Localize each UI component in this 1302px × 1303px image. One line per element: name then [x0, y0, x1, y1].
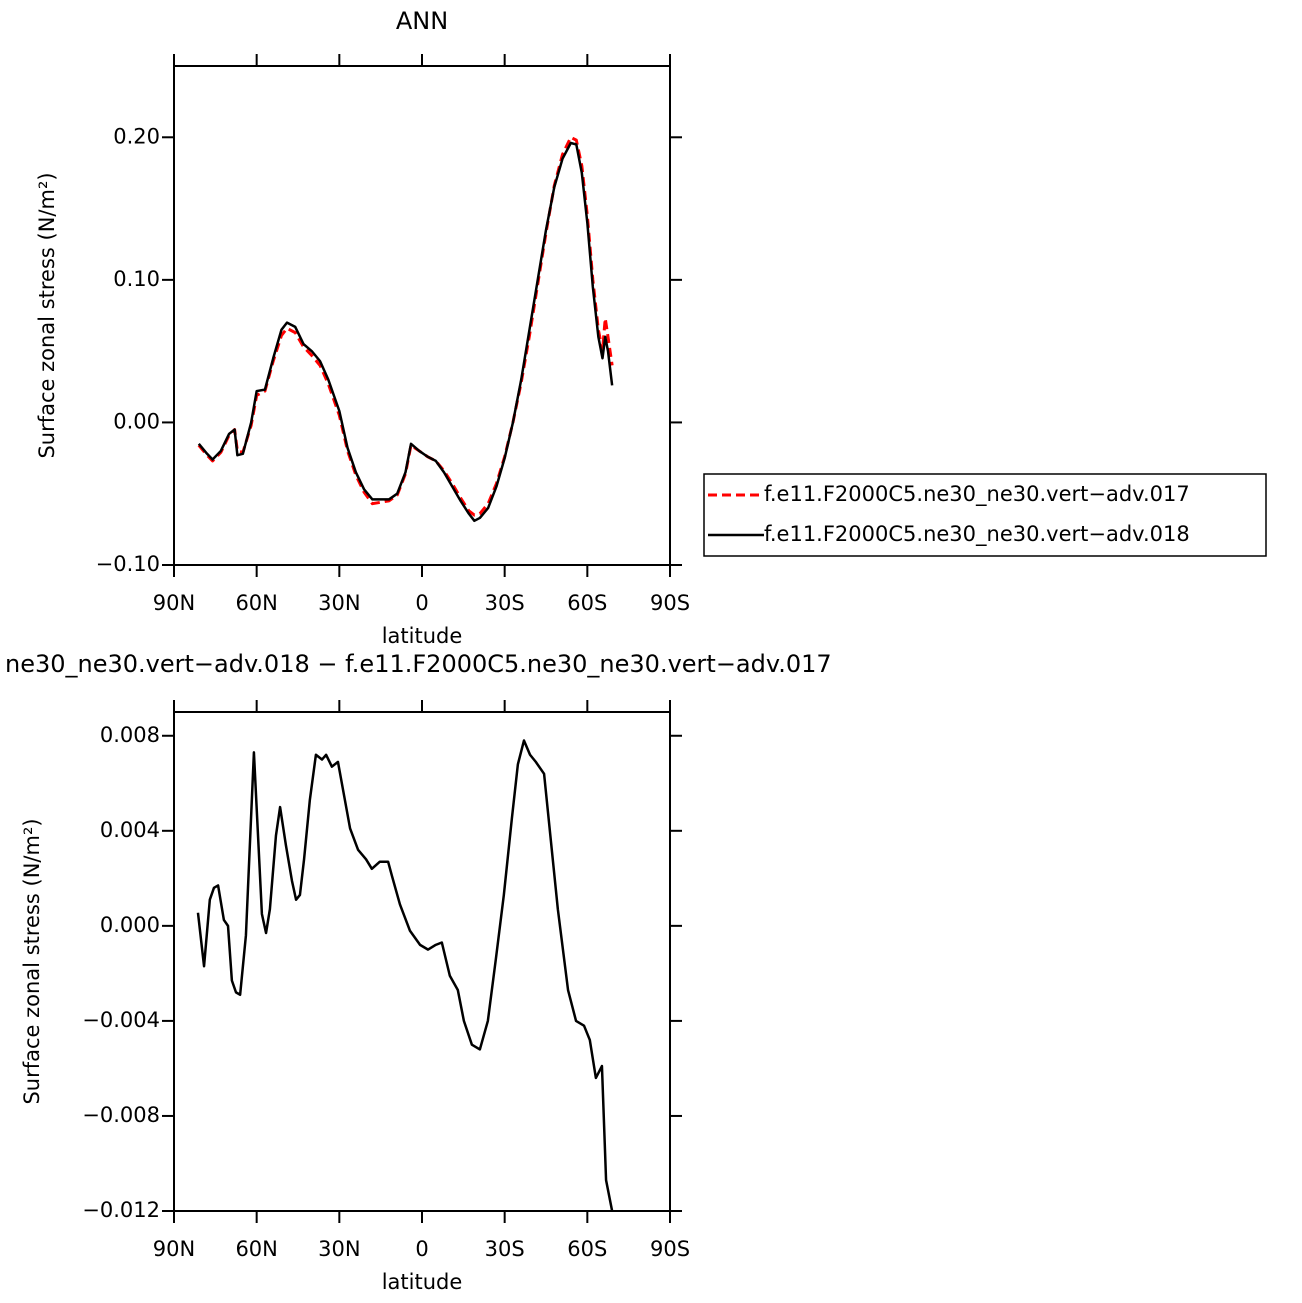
x-tick-label: 90N: [153, 1237, 195, 1261]
y-tick-label: 0.008: [100, 723, 160, 747]
plot-frame: [173, 711, 671, 1212]
x-tick-label: 90S: [650, 591, 690, 615]
x-tick-label: 30S: [485, 1237, 525, 1261]
y-axis-label: Surface zonal stress (N/m²): [35, 172, 59, 458]
x-tick-label: 30N: [318, 1237, 360, 1261]
y-tick-label: 0.004: [100, 818, 160, 842]
data-line: [196, 739, 614, 1212]
y-tick-label: 0.00: [113, 409, 160, 433]
x-tick-label: 30N: [318, 591, 360, 615]
chart-title: ne30_ne30.vert−adv.018 − f.e11.F2000C5.n…: [5, 650, 832, 678]
x-tick-label: 0: [415, 1237, 428, 1261]
x-tick-label: 0: [415, 591, 428, 615]
x-tick-label: 30S: [485, 591, 525, 615]
y-tick-label: −0.10: [96, 552, 160, 576]
data-line: [197, 141, 614, 523]
y-tick-label: 0.10: [113, 267, 160, 291]
y-tick-label: −0.012: [82, 1198, 160, 1222]
x-tick-label: 60S: [567, 591, 607, 615]
y-tick-label: −0.004: [82, 1008, 160, 1032]
legend-box: [703, 473, 1267, 557]
x-axis-label: latitude: [382, 1270, 463, 1294]
y-axis-label: Surface zonal stress (N/m²): [20, 818, 44, 1104]
y-tick-label: −0.008: [82, 1103, 160, 1127]
x-tick-label: 90N: [153, 591, 195, 615]
y-tick-label: 0.000: [100, 913, 160, 937]
x-axis-label: latitude: [382, 624, 463, 648]
chart-title: ANN: [396, 7, 448, 35]
data-line: [197, 135, 614, 517]
x-tick-label: 90S: [650, 1237, 690, 1261]
x-tick-label: 60N: [235, 1237, 277, 1261]
x-tick-label: 60N: [235, 591, 277, 615]
y-tick-label: 0.20: [113, 124, 160, 148]
x-tick-label: 60S: [567, 1237, 607, 1261]
legend-label: f.e11.F2000C5.ne30_ne30.vert−adv.017: [764, 482, 1190, 507]
legend-label: f.e11.F2000C5.ne30_ne30.vert−adv.018: [764, 522, 1190, 547]
